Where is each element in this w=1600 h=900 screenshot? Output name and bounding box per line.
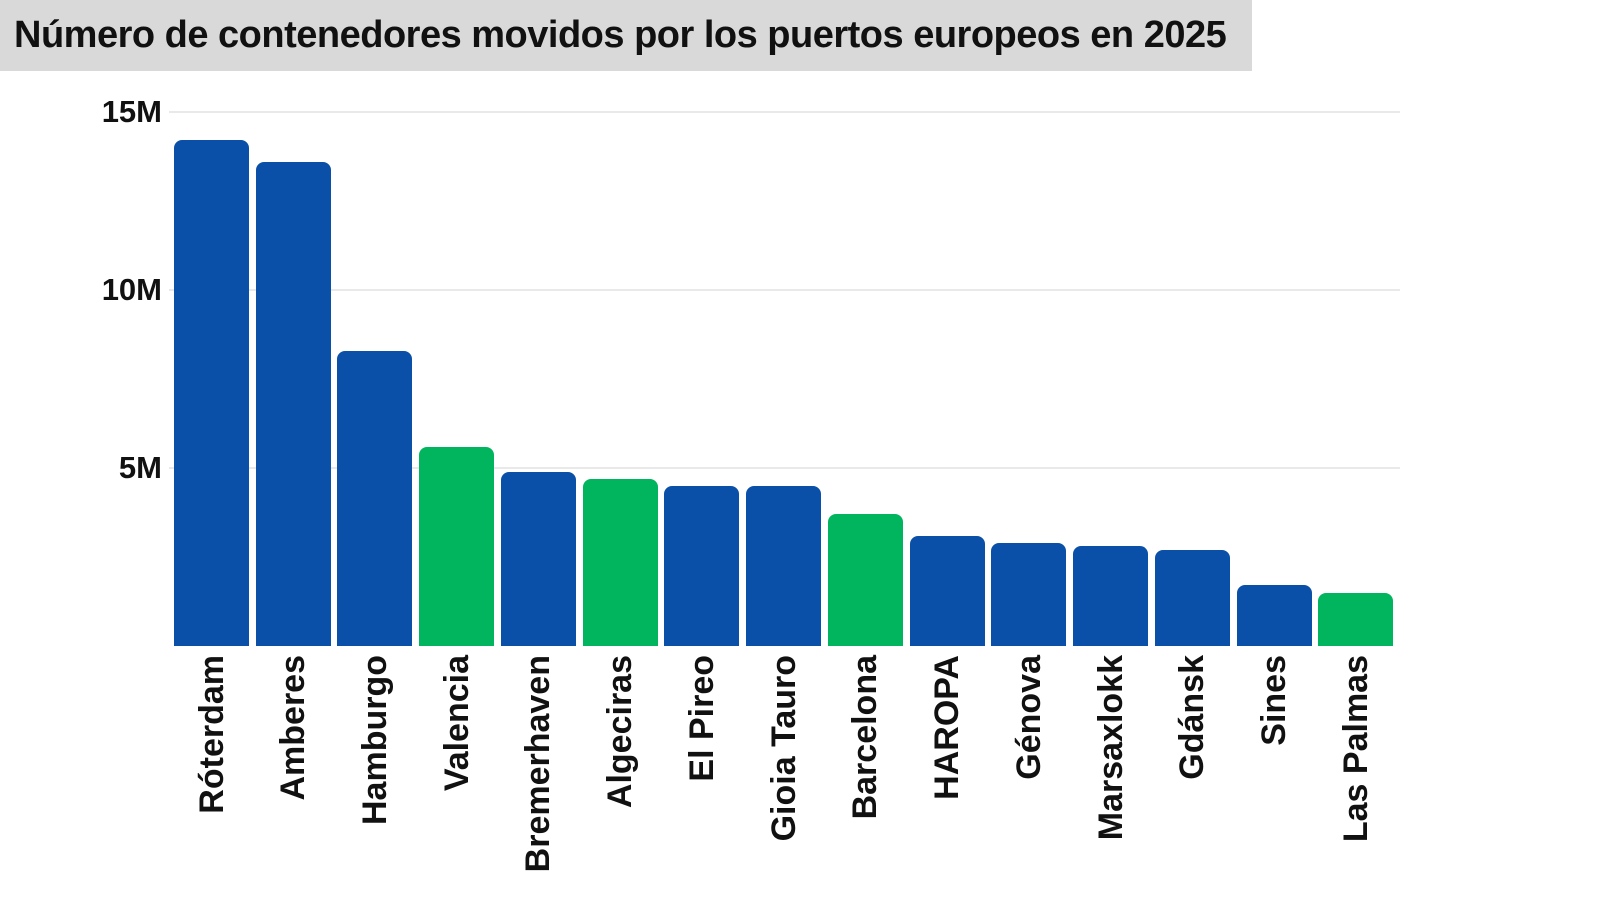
x-label-hamburgo: Hamburgo [355,655,394,825]
bar-genova [991,542,1067,646]
chart-title: Número de contenedores movidos por los p… [14,14,1227,56]
bar-roterdam [174,140,249,646]
bar-algeciras [582,478,658,646]
bar-gioia-tauro [746,485,822,646]
gridline-15m [169,111,1400,113]
bar-haropa [909,535,985,646]
x-label-bremerhaven: Bremerhaven [519,655,558,873]
gridline-5m [169,467,1400,469]
bar-gdansk [1154,549,1230,646]
bar-hamburgo [337,350,413,646]
x-label-amberes: Amberes [274,655,313,801]
bar-valencia [419,446,495,646]
bar-barcelona [827,514,903,646]
x-label-sines: Sines [1255,655,1294,746]
x-label-gdansk: Gdánsk [1173,655,1212,780]
x-label-algeciras: Algeciras [601,655,640,809]
bar-amberes [255,161,331,646]
x-label-haropa: HAROPA [928,655,967,800]
bar-sines [1236,585,1312,646]
x-label-roterdam: Róterdam [192,655,231,814]
title-banner: Número de contenedores movidos por los p… [0,0,1253,71]
y-tick-10m: 10M [101,272,162,307]
x-label-gioia-tauro: Gioia Tauro [764,655,803,842]
bar-el-pireo [664,485,740,646]
y-tick-5m: 5M [118,450,162,485]
x-label-las-palmas: Las Palmas [1336,655,1375,843]
bar-bremerhaven [500,471,576,646]
x-label-marsaxlokk: Marsaxlokk [1091,655,1130,841]
x-label-valencia: Valencia [437,655,476,792]
bar-las-palmas [1318,592,1394,646]
bar-marsaxlokk [1073,546,1149,646]
x-label-genova: Génova [1009,655,1048,780]
gridline-10m [169,289,1400,291]
x-label-barcelona: Barcelona [846,655,885,820]
y-tick-15m: 15M [101,94,162,129]
x-label-el-pireo: El Pireo [682,655,721,782]
